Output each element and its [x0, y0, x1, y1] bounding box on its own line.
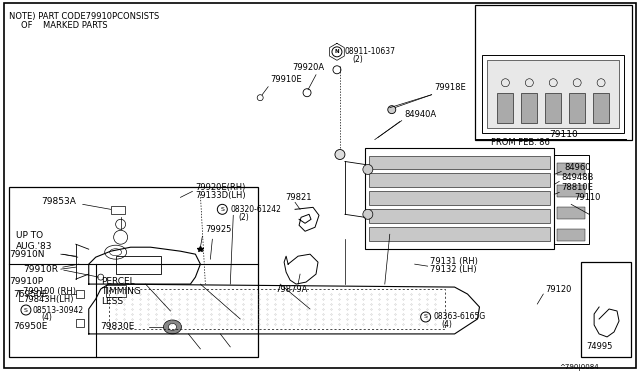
Ellipse shape [168, 324, 177, 330]
Text: (2): (2) [352, 55, 363, 64]
Bar [9, 187, 258, 357]
Bar [581, 262, 631, 357]
Text: (2): (2) [238, 213, 249, 222]
Bar [111, 206, 125, 214]
Text: 79110: 79110 [574, 193, 600, 202]
Text: 79132 (LH): 79132 (LH) [429, 264, 476, 274]
Text: 08320-61242: 08320-61242 [230, 205, 281, 214]
Text: NOTE) PART CODE79910PCONSISTS: NOTE) PART CODE79910PCONSISTS [9, 12, 159, 22]
Text: 79110: 79110 [549, 130, 578, 139]
Text: 79120: 79120 [545, 285, 572, 294]
Circle shape [363, 164, 373, 174]
Circle shape [388, 106, 396, 113]
Bar [76, 319, 84, 327]
Text: FROM FEB.'86: FROM FEB.'86 [492, 138, 550, 147]
Text: 84948B: 84948B [561, 173, 594, 182]
Circle shape [363, 209, 373, 219]
Bar [365, 148, 554, 249]
Text: UP TO: UP TO [16, 231, 43, 240]
Bar [488, 60, 619, 128]
Bar [522, 93, 538, 123]
Bar [106, 285, 125, 297]
Text: 79918E: 79918E [435, 83, 467, 92]
Text: (4): (4) [442, 320, 452, 330]
Text: PERCEL: PERCEL [100, 277, 134, 286]
Text: 08911-10637: 08911-10637 [345, 47, 396, 56]
Bar [76, 290, 84, 298]
Bar [557, 163, 585, 176]
Text: 74995: 74995 [586, 342, 612, 352]
Text: 79925: 79925 [205, 225, 232, 234]
Bar [569, 93, 585, 123]
Text: 08513-30942: 08513-30942 [33, 305, 84, 314]
Text: 79879A: 79879A [275, 285, 307, 294]
Bar [545, 93, 561, 123]
Bar [369, 155, 550, 170]
Text: N: N [335, 49, 339, 54]
Bar [497, 93, 513, 123]
Bar [593, 93, 609, 123]
Text: 76950E: 76950E [13, 289, 47, 299]
Text: ^790|0084: ^790|0084 [559, 364, 599, 371]
Text: 79133D(LH): 79133D(LH) [195, 191, 246, 200]
Text: 84940A: 84940A [404, 110, 437, 119]
Bar [554, 154, 589, 244]
Text: 79910P: 79910P [9, 277, 43, 286]
Text: TIMMING: TIMMING [100, 286, 141, 296]
Bar [369, 173, 550, 187]
Bar [116, 256, 161, 274]
Bar [557, 207, 585, 219]
Text: S: S [424, 314, 428, 320]
Bar [369, 209, 550, 223]
Text: S: S [24, 308, 28, 312]
Text: 79821: 79821 [285, 193, 312, 202]
Text: 79910R: 79910R [23, 264, 58, 274]
Text: 84960: 84960 [564, 163, 591, 172]
Text: S: S [220, 207, 224, 212]
Text: 79853A: 79853A [41, 197, 76, 206]
Text: 78810E: 78810E [561, 183, 593, 192]
Text: 79910E: 79910E [270, 75, 302, 84]
Text: 79920A: 79920A [292, 63, 324, 72]
Text: (4): (4) [41, 314, 52, 323]
Text: 79920E(RH): 79920E(RH) [195, 183, 246, 192]
Bar [557, 229, 585, 241]
Bar [483, 55, 624, 132]
Text: 76950E: 76950E [13, 323, 47, 331]
Bar [369, 227, 550, 241]
Text: 79910N: 79910N [9, 250, 45, 259]
Text: LESS: LESS [100, 296, 123, 305]
Bar [369, 191, 550, 205]
Text: 08363-6165G: 08363-6165G [434, 312, 486, 321]
Text: 799100 (RH): 799100 (RH) [23, 286, 76, 296]
Bar [474, 5, 632, 140]
Ellipse shape [163, 320, 182, 334]
Text: AUG.'83: AUG.'83 [16, 242, 52, 251]
Text: OF    MARKED PARTS: OF MARKED PARTS [21, 22, 108, 31]
Text: 79843H(LH): 79843H(LH) [23, 295, 74, 304]
Text: 79830E: 79830E [100, 323, 135, 331]
Bar [557, 185, 585, 198]
Circle shape [335, 150, 345, 160]
Text: 79131 (RH): 79131 (RH) [429, 257, 477, 266]
